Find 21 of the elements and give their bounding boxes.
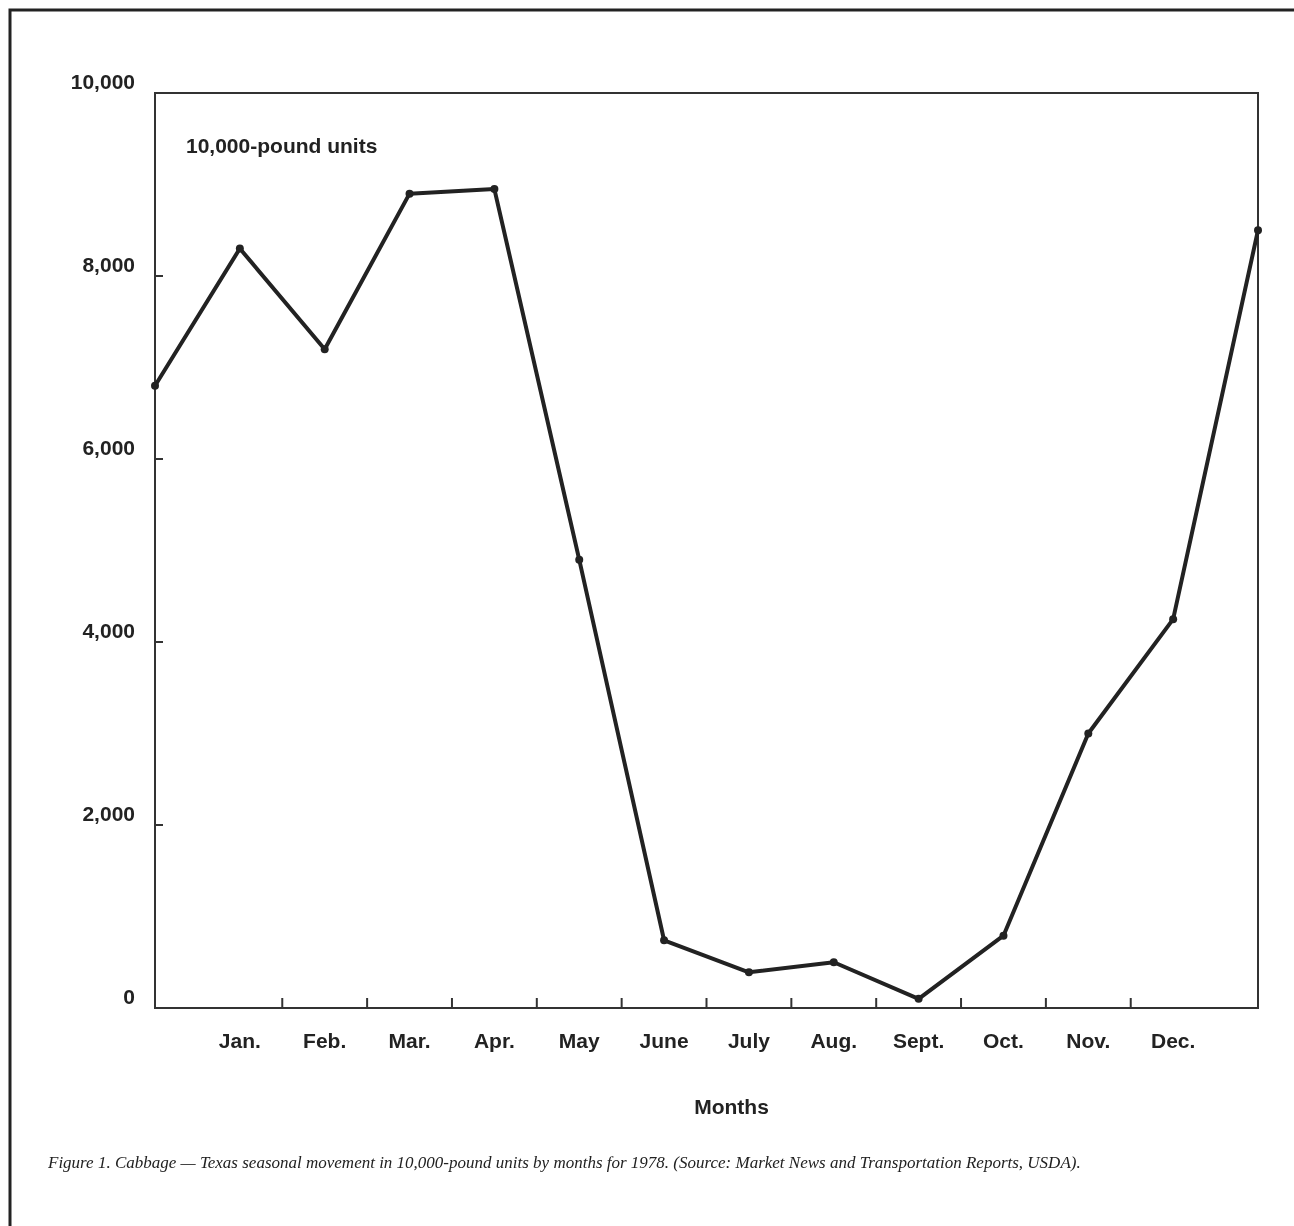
x-tick-label: Sept. — [892, 1029, 945, 1052]
x-tick-label: Mar. — [388, 1029, 431, 1052]
x-axis-title: Months — [694, 1095, 769, 1118]
x-tick-label: Aug. — [810, 1029, 858, 1052]
x-tick-label: Oct. — [983, 1029, 1024, 1052]
y-tick-label: 8,000 — [82, 253, 135, 276]
y-tick-label: 4,000 — [82, 619, 135, 642]
x-tick-label: Feb. — [303, 1029, 347, 1052]
y-tick-label: 6,000 — [82, 436, 135, 459]
y-tick-label: 0 — [123, 985, 135, 1008]
y-tick-label: 2,000 — [82, 802, 135, 825]
x-tick-label: June — [639, 1029, 689, 1052]
caption: Figure 1. Cabbage — Texas seasonal movement in 10,000-pound units by months for 1978. (Source: Market News and Transportation Reports, USDA). — [48, 1152, 1082, 1174]
x-tick-label: Dec. — [1150, 1029, 1196, 1052]
y-tick-label: 10,000 — [70, 70, 135, 93]
y-axis-title: 10,000-pound units — [186, 134, 378, 157]
x-tick-label: May — [558, 1029, 600, 1052]
x-tick-label: Apr. — [473, 1029, 515, 1052]
x-tick-label: Jan. — [218, 1029, 261, 1052]
x-tick-label: Nov. — [1066, 1029, 1111, 1052]
x-tick-label: July — [727, 1029, 771, 1052]
